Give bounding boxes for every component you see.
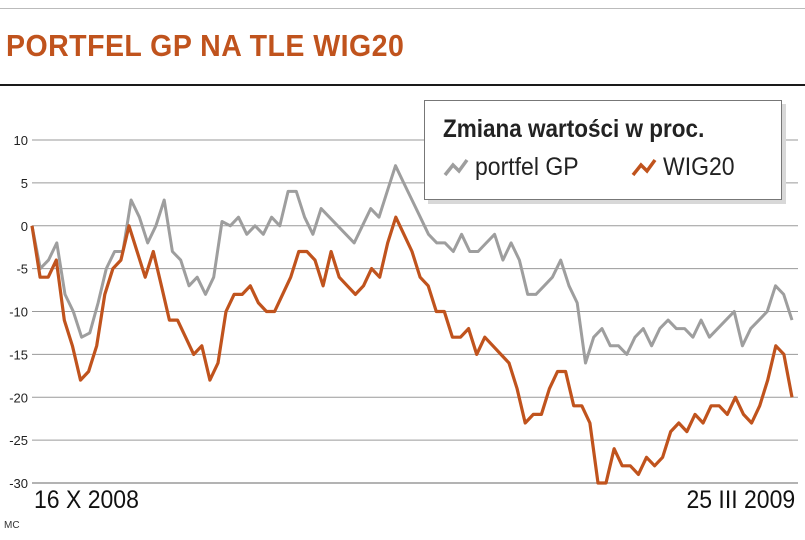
legend-title: Zmiana wartości w proc. — [443, 115, 705, 143]
series-line-wig20 — [30, 215, 794, 485]
y-tick-label-2: 0 — [21, 219, 28, 234]
y-axis-ticks: 10 5 0 -5 -10 -15 -20 -25 -30 — [9, 133, 28, 491]
y-tick-label-6: -20 — [9, 390, 28, 405]
page-title: PORTFEL GP NA TLE WIG20 — [6, 28, 405, 63]
legend-swatch-wig20 — [631, 158, 657, 176]
y-tick-label-3: -5 — [16, 262, 28, 277]
x-axis-start-label: 16 X 2008 — [34, 486, 139, 514]
y-tick-label-4: -10 — [9, 305, 28, 320]
chart-series — [30, 164, 794, 485]
y-tick-label-8: -30 — [9, 476, 28, 491]
legend-item-wig20: WIG20 — [631, 153, 741, 182]
credit-label: MC — [4, 520, 20, 531]
x-axis-end-label: 25 III 2009 — [686, 486, 795, 514]
legend-item-portfel: portfel GP — [443, 153, 588, 182]
chart-grid — [32, 139, 798, 484]
y-tick-label-5: -15 — [9, 347, 28, 362]
legend-label-wig20: WIG20 — [663, 153, 735, 181]
series-line-portfel — [30, 164, 794, 365]
y-tick-label-0: 10 — [14, 133, 28, 148]
title-divider — [0, 84, 805, 86]
y-tick-label-1: 5 — [21, 176, 28, 191]
y-tick-label-7: -25 — [9, 433, 28, 448]
legend-label-portfel: portfel GP — [475, 153, 579, 181]
chart-legend: Zmiana wartości w proc. portfel GP WIG20 — [424, 100, 782, 200]
legend-swatch-portfel — [443, 158, 469, 176]
top-rule — [0, 8, 805, 19]
